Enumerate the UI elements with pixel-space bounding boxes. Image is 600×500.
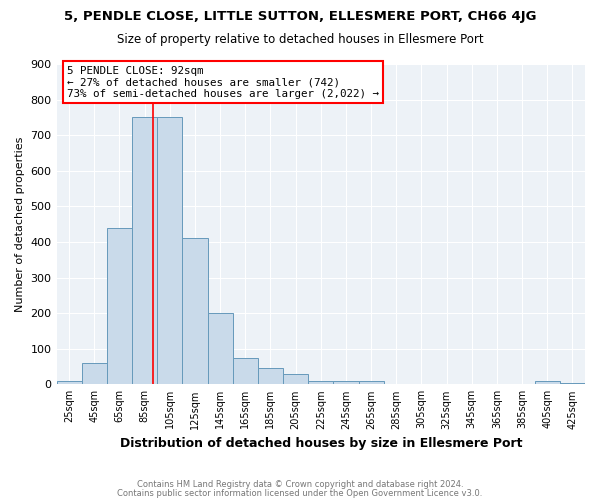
Bar	[283, 374, 308, 384]
Bar	[56, 380, 82, 384]
Bar	[535, 380, 560, 384]
Bar	[208, 313, 233, 384]
X-axis label: Distribution of detached houses by size in Ellesmere Port: Distribution of detached houses by size …	[119, 437, 522, 450]
Text: 5 PENDLE CLOSE: 92sqm
← 27% of detached houses are smaller (742)
73% of semi-det: 5 PENDLE CLOSE: 92sqm ← 27% of detached …	[67, 66, 379, 99]
Y-axis label: Number of detached properties: Number of detached properties	[15, 136, 25, 312]
Bar	[233, 358, 258, 384]
Bar	[82, 363, 107, 384]
Bar	[308, 380, 334, 384]
Bar	[560, 382, 585, 384]
Bar	[182, 238, 208, 384]
Text: 5, PENDLE CLOSE, LITTLE SUTTON, ELLESMERE PORT, CH66 4JG: 5, PENDLE CLOSE, LITTLE SUTTON, ELLESMER…	[64, 10, 536, 23]
Bar	[157, 118, 182, 384]
Bar	[132, 118, 157, 384]
Bar	[334, 380, 359, 384]
Text: Contains public sector information licensed under the Open Government Licence v3: Contains public sector information licen…	[118, 488, 482, 498]
Bar	[359, 380, 383, 384]
Text: Contains HM Land Registry data © Crown copyright and database right 2024.: Contains HM Land Registry data © Crown c…	[137, 480, 463, 489]
Bar	[258, 368, 283, 384]
Bar	[107, 228, 132, 384]
Text: Size of property relative to detached houses in Ellesmere Port: Size of property relative to detached ho…	[116, 32, 484, 46]
